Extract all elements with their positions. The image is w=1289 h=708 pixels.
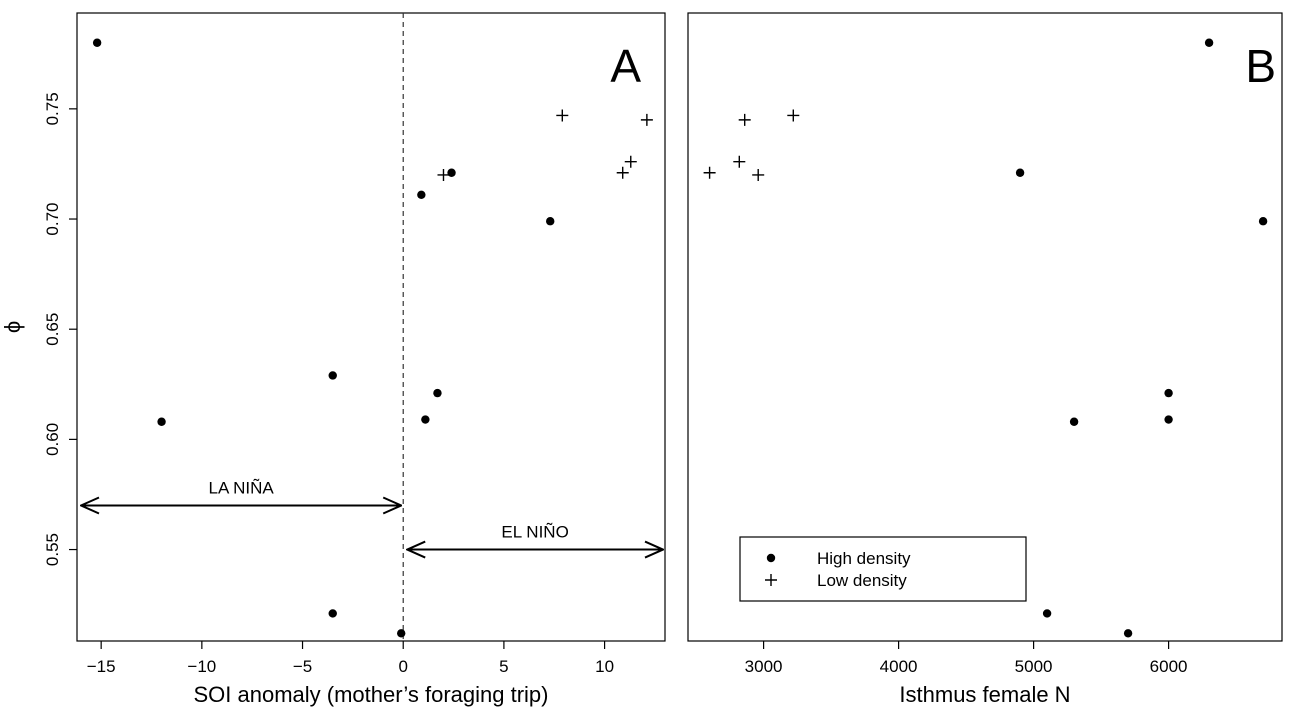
panel-a-y-label: ϕ [0, 321, 25, 333]
legend-label-high-density: High density [817, 549, 911, 568]
low-density-point [624, 155, 637, 168]
high-density-point [433, 388, 442, 398]
low-density-point [752, 168, 765, 181]
panel-a-x-tick-label: −10 [187, 657, 216, 676]
panel-b-frame [687, 12, 1283, 642]
panel-b-letter: B [1245, 40, 1276, 92]
panel-a-points [92, 38, 653, 638]
panel-a-x-tick-label: 0 [398, 657, 407, 676]
low-density-point [437, 168, 450, 181]
panel-b-points [703, 38, 1268, 638]
low-density-point [640, 113, 653, 126]
legend-marker-low-density [765, 574, 777, 586]
legend-marker-high-density [766, 553, 776, 563]
panel-b-x-tick-label: 4000 [880, 657, 918, 676]
high-density-point [1258, 217, 1268, 226]
panel-a-y-tick-label: 0.75 [43, 92, 62, 125]
panel-a-x-label: SOI anomaly (mother’s foraging trip) [194, 682, 549, 707]
low-density-point [738, 113, 751, 126]
panel-a-letter: A [610, 40, 641, 92]
high-density-point [397, 629, 406, 638]
panel-a-frame [76, 12, 666, 642]
panel-a-x-tick-label: −5 [293, 657, 312, 676]
panel-a-y-tick-label: 0.55 [43, 533, 62, 566]
panel-a-y-tick-label: 0.70 [43, 202, 62, 235]
high-density-point [447, 168, 456, 177]
low-density-point [787, 109, 800, 122]
panel-a-y-tick-label: 0.60 [43, 423, 62, 456]
panel-b-x-tick-label: 6000 [1150, 657, 1188, 676]
low-density-point [616, 166, 629, 179]
la-nina-label: LA NIÑA [209, 478, 275, 497]
high-density-point [1042, 609, 1052, 618]
legend-box [739, 536, 1027, 602]
low-density-point [703, 166, 716, 179]
high-density-point [92, 38, 102, 47]
panel-a-x-tick-label: 10 [595, 657, 614, 676]
legend-label-low-density: Low density [817, 571, 907, 590]
panel-b-x-tick-label: 3000 [745, 657, 783, 676]
panel-a-annotations: LA NIÑA EL NIÑO [81, 478, 663, 549]
legend: High density Low density [739, 536, 1027, 602]
high-density-point [1069, 417, 1079, 426]
panel-a-x-tick-label: 5 [499, 657, 508, 676]
high-density-point [1204, 38, 1214, 47]
high-density-point [328, 371, 337, 380]
panel-b-x-tick-label: 5000 [1015, 657, 1053, 676]
panel-a-x-axis: −15 −10 −5 0 5 10 [87, 641, 614, 676]
panel-b-x-axis: 3000 4000 5000 6000 [745, 641, 1188, 676]
low-density-point [733, 155, 746, 168]
panel-b-x-label: Isthmus female N [899, 682, 1070, 707]
high-density-point [421, 415, 430, 424]
high-density-point [417, 190, 426, 199]
panel-a-x-tick-label: −15 [87, 657, 116, 676]
legend-plus-icon [765, 574, 777, 586]
panel-a-y-axis: 0.55 0.60 0.65 0.70 0.75 [43, 92, 77, 566]
high-density-point [1015, 168, 1025, 177]
high-density-point [157, 417, 166, 426]
high-density-point [546, 217, 555, 226]
legend-dot-icon [766, 553, 776, 563]
high-density-point [328, 609, 337, 618]
el-nino-label: EL NIÑO [501, 523, 568, 542]
panel-a: −15 −10 −5 0 5 10 0.55 0.60 0.65 0.70 0.75 LA NIÑ… [0, 12, 666, 707]
high-density-point [1164, 415, 1173, 424]
panel-a-y-tick-label: 0.65 [43, 313, 62, 346]
high-density-point [1123, 629, 1133, 638]
high-density-point [1164, 388, 1173, 398]
panel-b: 3000 4000 5000 6000 B Isthmus female N High… [687, 12, 1283, 707]
low-density-point [556, 109, 569, 122]
